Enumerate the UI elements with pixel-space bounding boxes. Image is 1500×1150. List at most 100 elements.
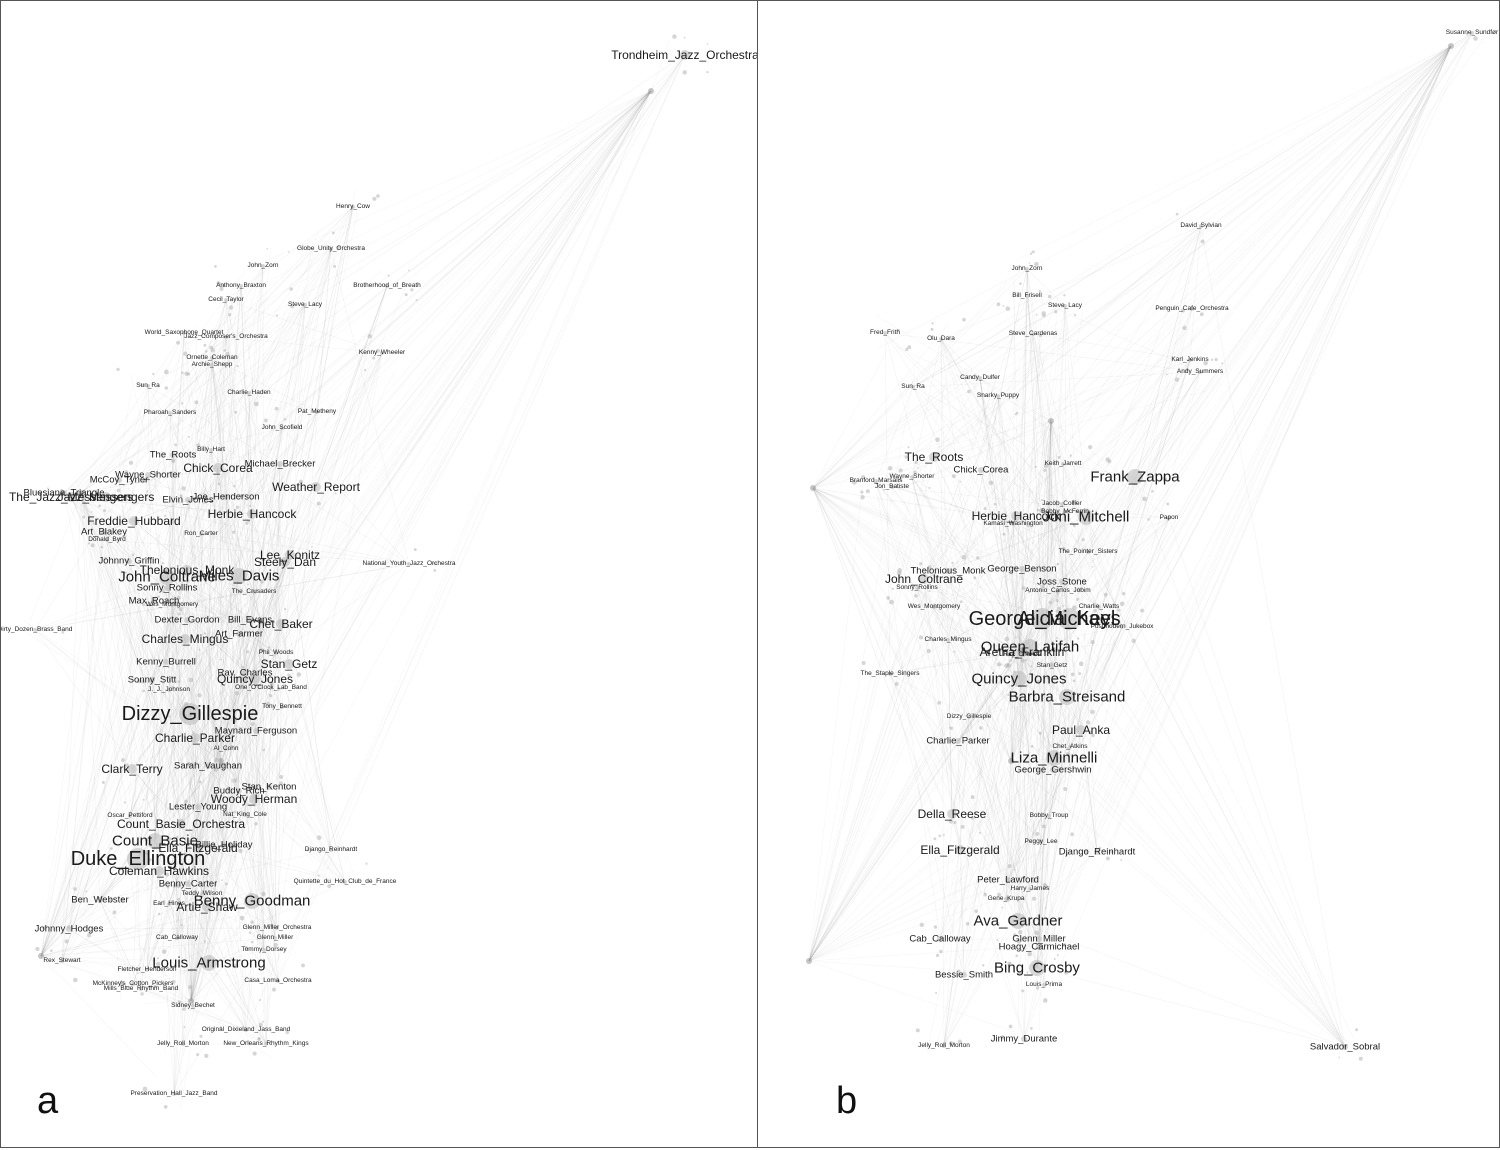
edge — [1017, 815, 1050, 922]
edge — [180, 248, 332, 825]
edge — [940, 338, 945, 1047]
node-archie-shepp — [210, 363, 214, 367]
edge — [268, 687, 272, 788]
node-benny-goodman — [244, 893, 260, 909]
edge — [169, 412, 192, 1002]
minor-node — [1015, 636, 1017, 639]
edge — [187, 499, 283, 708]
edge — [190, 467, 219, 1002]
edge — [1032, 333, 1123, 628]
edge — [211, 364, 257, 732]
edge — [80, 492, 250, 825]
edge — [105, 496, 251, 621]
edge — [940, 338, 1031, 648]
node-stan-kenton — [266, 784, 272, 790]
edge — [812, 487, 1040, 940]
edge — [70, 496, 278, 929]
edge — [220, 760, 282, 947]
node-jimmy-durante — [1021, 1036, 1027, 1042]
minor-node — [1009, 653, 1014, 657]
edge — [808, 945, 1044, 962]
edge — [232, 90, 652, 479]
minor-node — [706, 43, 709, 45]
node-sarah-vaughan — [205, 763, 211, 769]
edge — [40, 522, 124, 957]
node-label-stan-getz: Stan_Getz — [260, 657, 318, 671]
edge — [916, 587, 1020, 680]
node-label-quintette-du-hot-club-de-france: Quintette_du_Hot_Club_de_France — [293, 877, 397, 885]
edge — [911, 476, 953, 815]
edge — [105, 332, 185, 498]
edge — [923, 295, 1028, 580]
edge — [158, 737, 196, 872]
edge — [197, 206, 354, 849]
edge — [1005, 618, 1070, 900]
edge — [1050, 420, 1155, 500]
edge — [137, 90, 652, 860]
node-django-reinhardt — [329, 848, 333, 852]
minor-node — [316, 501, 321, 506]
minor-node — [1005, 306, 1011, 311]
edge-layer — [808, 32, 1489, 1056]
node-label-count-basie-orchestra: Count_Basie_Orchestra — [116, 817, 246, 831]
edge — [180, 575, 240, 825]
minor-node — [1075, 509, 1079, 514]
edge — [190, 248, 332, 1002]
edge — [812, 487, 959, 742]
edge — [61, 531, 105, 962]
edge — [808, 476, 1136, 962]
edge — [118, 512, 192, 1002]
edge — [875, 480, 949, 572]
edge — [191, 90, 652, 504]
edge — [1016, 45, 1452, 412]
node-teddy-wilson — [200, 892, 204, 896]
edge — [943, 333, 1034, 1047]
edge — [238, 633, 267, 1045]
node-label-peter-lawford: Peter_Lawford — [977, 874, 1039, 886]
edge — [1012, 523, 1089, 553]
node-label-benny-carter: Benny_Carter — [158, 878, 218, 890]
edge — [240, 285, 255, 593]
edge — [183, 332, 332, 851]
node-label-susanne-sundf-r: Susanne_Sundfør — [1445, 28, 1499, 36]
edge — [812, 303, 1062, 489]
edge — [80, 492, 178, 621]
minor-node — [233, 810, 237, 814]
node-keith-jarrett — [1061, 462, 1065, 466]
minor-node — [997, 892, 1001, 897]
minor-node — [1338, 1056, 1341, 1059]
edge — [274, 463, 281, 939]
edge — [1007, 476, 1136, 881]
node-fred-frith — [883, 331, 887, 335]
minor-node — [975, 556, 980, 560]
edge — [99, 411, 318, 901]
minor-node — [167, 666, 170, 669]
edge — [186, 449, 212, 621]
edge — [889, 650, 1022, 675]
node-freddie-hubbard — [129, 516, 139, 526]
edge — [812, 487, 1000, 518]
edge — [255, 54, 686, 732]
edge — [124, 486, 192, 1002]
node-frank-zappa — [1127, 469, 1143, 485]
edge — [190, 840, 346, 1002]
edge — [248, 248, 332, 394]
edge — [156, 611, 262, 622]
edge — [1053, 359, 1191, 759]
edge — [223, 54, 686, 846]
minor-node — [1031, 878, 1036, 883]
edge — [812, 224, 1205, 489]
edge — [812, 487, 1051, 716]
edge — [304, 54, 686, 306]
node-layer — [806, 28, 1499, 1061]
node-label-al-cohn: Al_Cohn — [213, 744, 239, 752]
edge — [140, 988, 247, 1031]
edge — [173, 844, 225, 1095]
minor-node — [142, 479, 147, 483]
minor-node — [935, 437, 940, 443]
edge — [154, 623, 282, 842]
node-count-basie-orchestra — [176, 819, 186, 829]
edge — [1004, 650, 1022, 919]
edge — [131, 768, 182, 825]
hub-node — [806, 958, 812, 964]
